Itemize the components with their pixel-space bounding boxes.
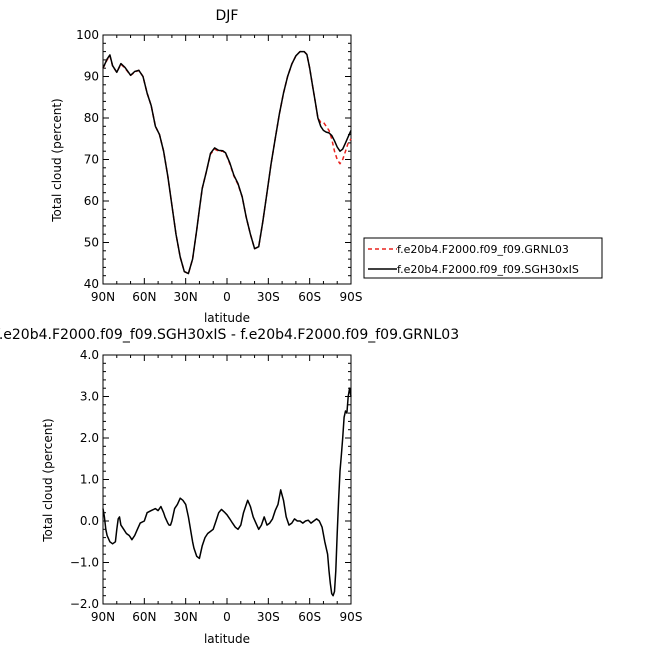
series-line-1 bbox=[102, 50, 352, 275]
y-tick-label: 60 bbox=[84, 194, 99, 208]
x-tick-label: 60N bbox=[132, 290, 156, 304]
x-axis-label: latitude bbox=[204, 311, 250, 325]
series-lines bbox=[102, 387, 352, 597]
x-tick-label: 0 bbox=[223, 610, 231, 624]
x-axis: 90N 60N 30N 0 30S 60S 90S bbox=[91, 355, 363, 624]
y-tick-label: −1.0 bbox=[70, 556, 99, 570]
x-tick-label: 90S bbox=[340, 610, 363, 624]
chart-title: DJF bbox=[216, 8, 239, 24]
legend-label-grnl03: f.e20b4.F2000.f09_f09.GRNL03 bbox=[397, 243, 569, 256]
series-lines bbox=[102, 50, 352, 275]
y-axis: −2.0 −1.0 0.0 1.0 2.0 3.0 4.0 bbox=[70, 348, 351, 611]
series-line-0 bbox=[102, 387, 352, 597]
y-tick-label: 1.0 bbox=[80, 473, 99, 487]
y-tick-label: 0.0 bbox=[80, 514, 99, 528]
x-tick-label: 60S bbox=[298, 610, 321, 624]
x-tick-label: 90N bbox=[91, 290, 115, 304]
difference-chart-title: f.e20b4.F2000.f09_f09.SGH30xIS - f.e20b4… bbox=[0, 327, 459, 343]
x-axis-label: latitude bbox=[204, 632, 250, 646]
y-tick-label: 40 bbox=[84, 277, 99, 291]
x-tick-label: 30S bbox=[257, 610, 280, 624]
panel-bottom-chart: f.e20b4.F2000.f09_f09.SGH30xIS - f.e20b4… bbox=[0, 327, 459, 646]
x-tick-label: 60N bbox=[132, 610, 156, 624]
legend-label-sgh30xis: f.e20b4.F2000.f09_f09.SGH30xIS bbox=[397, 263, 579, 276]
y-tick-label: 70 bbox=[84, 153, 99, 167]
y-axis: 40 50 60 70 80 90 100 bbox=[76, 28, 351, 291]
y-tick-label: 50 bbox=[84, 236, 99, 250]
legend: f.e20b4.F2000.f09_f09.GRNL03 f.e20b4.F20… bbox=[363, 237, 603, 279]
x-tick-label: 90S bbox=[340, 290, 363, 304]
y-tick-label: −2.0 bbox=[70, 597, 99, 611]
y-tick-label: 90 bbox=[84, 70, 99, 84]
y-axis-label: Total cloud (percent) bbox=[50, 98, 64, 222]
x-tick-label: 60S bbox=[298, 290, 321, 304]
x-tick-label: 30S bbox=[257, 290, 280, 304]
plot-frame bbox=[102, 354, 352, 605]
x-tick-label: 90N bbox=[91, 610, 115, 624]
y-tick-label: 80 bbox=[84, 111, 99, 125]
x-axis: 90N 60N 30N 0 30S 60S 90S bbox=[91, 35, 363, 304]
y-axis-label: Total cloud (percent) bbox=[41, 418, 55, 542]
series-line-0 bbox=[102, 50, 352, 275]
y-tick-label: 100 bbox=[76, 28, 99, 42]
x-tick-label: 30N bbox=[174, 290, 198, 304]
y-tick-label: 2.0 bbox=[80, 431, 99, 445]
y-tick-label: 4.0 bbox=[80, 348, 99, 362]
x-tick-label: 0 bbox=[223, 290, 231, 304]
x-tick-label: 30N bbox=[174, 610, 198, 624]
legend-box bbox=[363, 237, 603, 279]
y-tick-label: 3.0 bbox=[80, 390, 99, 404]
